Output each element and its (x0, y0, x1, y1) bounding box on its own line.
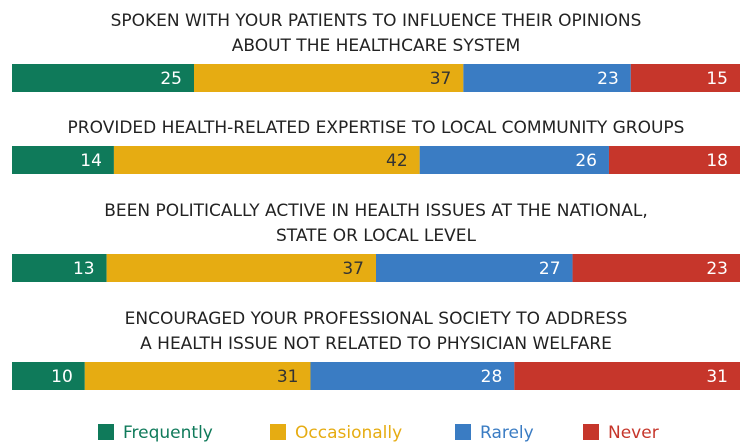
legend-label: Rarely (480, 423, 534, 443)
bar-segment (84, 362, 311, 390)
legend-swatch (455, 424, 471, 440)
legend-swatch (98, 424, 114, 440)
value-label: 13 (73, 259, 95, 279)
value-label: 15 (706, 69, 728, 89)
value-label: 23 (706, 259, 728, 279)
legend-label: Never (608, 423, 659, 443)
value-label: 26 (575, 151, 597, 171)
bar-title: PROVIDED HEALTH-RELATED EXPERTISE TO LOC… (68, 118, 685, 138)
legend-label: Occasionally (295, 423, 402, 443)
bar-title: BEEN POLITICALLY ACTIVE IN HEALTH ISSUES… (104, 201, 648, 221)
bar-segment (376, 254, 573, 282)
value-label: 18 (706, 151, 728, 171)
value-label: 10 (51, 367, 73, 387)
value-label: 14 (80, 151, 102, 171)
bar-segment (113, 146, 420, 174)
value-label: 27 (539, 259, 561, 279)
bar-segment (12, 146, 114, 174)
bar-segment (12, 254, 107, 282)
bar-segment (608, 146, 740, 174)
bar-segment (630, 64, 740, 92)
bar-segment (194, 64, 464, 92)
bar-segment (106, 254, 376, 282)
value-label: 28 (481, 367, 503, 387)
bar-segment (514, 362, 740, 390)
value-label: 31 (706, 367, 728, 387)
legend-swatch (270, 424, 286, 440)
bar-segment (419, 146, 609, 174)
bar-segment (12, 64, 194, 92)
bar-segment (310, 362, 515, 390)
value-label: 37 (342, 259, 364, 279)
bar-segment (572, 254, 740, 282)
value-label: 42 (386, 151, 408, 171)
value-label: 37 (430, 69, 452, 89)
value-label: 25 (160, 69, 182, 89)
bar-title: STATE OR LOCAL LEVEL (276, 226, 476, 246)
bar-title: A HEALTH ISSUE NOT RELATED TO PHYSICIAN … (140, 334, 612, 354)
bar-title: ABOUT THE HEALTHCARE SYSTEM (232, 36, 521, 56)
value-label: 31 (277, 367, 299, 387)
value-label: 23 (597, 69, 619, 89)
legend-label: Frequently (123, 423, 213, 443)
bar-segment (12, 362, 85, 390)
bar-title: ENCOURAGED YOUR PROFESSIONAL SOCIETY TO … (125, 309, 628, 329)
bar-title: SPOKEN WITH YOUR PATIENTS TO INFLUENCE T… (111, 11, 642, 31)
bar-segment (463, 64, 631, 92)
legend-swatch (583, 424, 599, 440)
